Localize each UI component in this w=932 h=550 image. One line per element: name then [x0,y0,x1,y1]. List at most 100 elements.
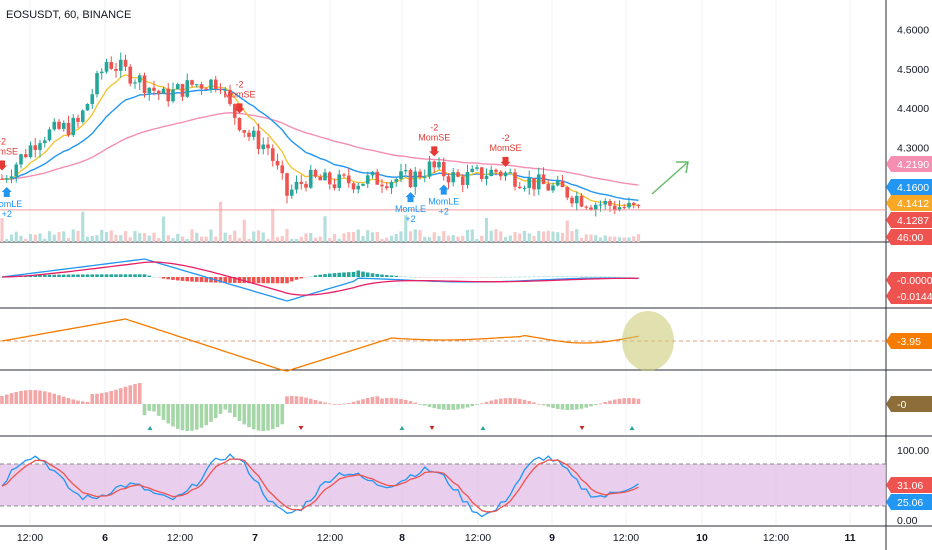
momentum-bar [33,390,38,404]
volume-bar [636,234,641,242]
candle [380,178,384,193]
candle-body [555,180,560,186]
volume-bar [180,236,185,242]
candle-body [23,154,28,158]
volume-bar [337,238,341,242]
momentum-bar [517,398,522,404]
macd-histogram-bar [551,276,555,277]
volume-bar [556,232,560,242]
candle [503,170,508,181]
macd-histogram-bar [327,273,332,277]
candle [109,56,114,70]
candle-body [589,207,593,211]
macd-histogram-bar [204,277,209,283]
candle-body [489,169,494,177]
macd-histogram-bar [603,276,608,278]
volume-bar [95,235,99,242]
volume-bar [147,235,151,242]
candle-body [560,180,565,188]
volume-bar [313,237,318,242]
momentum-bar [209,404,213,422]
candle-body [422,176,427,178]
time-tick-label: 12:00 [167,532,193,544]
candle [118,52,123,78]
momentum-bar [465,404,470,408]
arrow-up-icon [1,187,12,198]
macd-histogram-bar [351,271,356,277]
macd-histogram-bar [261,277,266,284]
candle-body [294,181,299,190]
macd-histogram-bar [285,277,289,284]
candle-body [180,84,185,97]
candle-body [90,94,95,104]
candle [99,68,104,80]
momentum-bar [299,396,304,404]
time-tick-label: 6 [102,532,108,544]
momentum-bar [636,398,641,404]
candle-body [460,176,465,185]
macd-histogram-bar [156,277,161,278]
volume-bar [43,238,47,242]
volume-bar [233,230,237,242]
candle [541,167,546,185]
candle [460,173,465,193]
candle-body [356,185,361,190]
volume-bar [522,230,527,242]
volume-bar [356,229,360,242]
macd-histogram-bar [142,274,147,277]
candle-body [57,121,61,129]
candle-body [9,176,14,179]
candle-body [80,110,85,122]
momentum-bar [47,392,52,404]
macd-histogram-bar [342,272,346,277]
momentum-bar [137,383,142,404]
candle-body [446,176,451,183]
macd-histogram-bar [266,277,270,284]
momentum-bar [38,390,42,404]
macd-histogram-bar [365,272,370,277]
volume-bar [252,231,256,242]
macd-histogram-bar [631,277,636,278]
price-tag-background [886,195,932,211]
volume-bar [85,236,90,242]
volume-bar [427,237,432,242]
momentum-bar [418,404,422,405]
momentum-bar [266,404,270,431]
momentum-bar [90,393,95,404]
ema-slow-line [2,112,639,186]
momentum-bar [285,396,289,404]
time-axis[interactable]: 12:00 6 12:00 7 12:00 8 12:00 9 12:00 10 12:00 11 [17,532,856,544]
macd-histogram-bar [598,276,603,278]
candle-body [513,172,517,187]
candle-body [228,89,232,104]
macd-histogram-bar [617,276,622,278]
macd-histogram-bar [175,277,180,281]
momentum-bar [408,401,413,404]
momentum-bar [289,396,294,404]
candle-body [394,179,399,182]
macd-histogram-bar [460,277,465,278]
candle [289,184,294,199]
momentum-bar [223,404,228,410]
candle [156,89,161,101]
price-tag-background [886,272,932,288]
momentum-bar [532,402,536,404]
macd-histogram-bar [361,271,365,277]
volume-bar [304,233,308,242]
volume-bar [437,236,441,242]
candle-body [242,130,247,133]
momentum-bar [475,404,479,405]
macd-histogram-bar [275,277,280,284]
macd-histogram-bar [356,270,361,277]
candle-body [0,178,4,180]
candle-body [565,187,570,198]
candle [370,170,375,179]
macd-histogram-bar [52,274,57,277]
price-axis[interactable]: 4.60004.50004.40004.30004.2000100.0050.0… [886,25,932,527]
candle [147,87,152,101]
macd-histogram-bar [627,276,631,278]
macd-histogram-bar [228,277,232,283]
candle-body [332,184,337,189]
candle [622,203,627,210]
